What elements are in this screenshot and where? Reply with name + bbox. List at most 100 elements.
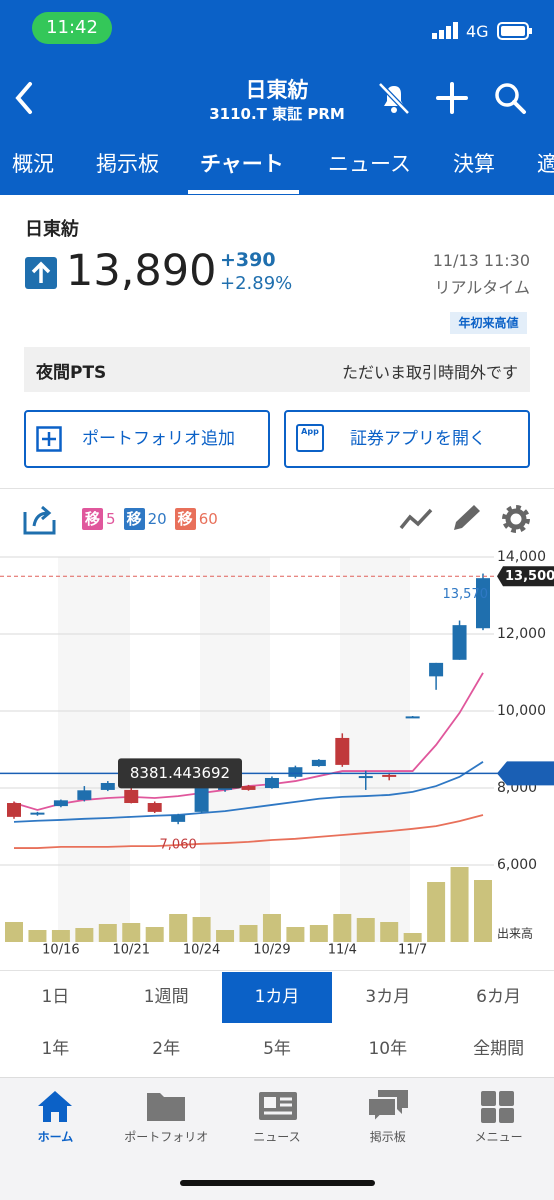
candle-body <box>124 789 139 804</box>
home-icon[interactable] <box>36 1088 74 1124</box>
x-tick-label: 11/7 <box>398 943 427 958</box>
legend-item: 移 20 <box>123 508 167 530</box>
nav-label[interactable]: ホーム <box>37 1130 74 1144</box>
reference-tag <box>497 566 554 587</box>
candle-body <box>288 767 303 777</box>
legend-tag: 移 <box>174 508 196 530</box>
folder-icon[interactable] <box>146 1090 186 1122</box>
up-arrow-icon <box>25 257 57 289</box>
volume-bar <box>145 927 164 942</box>
volume-bar <box>309 925 328 942</box>
legend-tag: 移 <box>123 508 145 530</box>
nav-label[interactable]: 掲示板 <box>369 1130 406 1144</box>
period[interactable]: 10年 <box>368 1039 408 1059</box>
legend: 移 5 移 20 移 60 <box>82 508 218 530</box>
legend-name: 20 <box>147 510 167 528</box>
add-icon[interactable] <box>434 80 470 116</box>
settings-icon[interactable] <box>500 503 532 535</box>
tab-active[interactable]: チャート <box>200 152 284 176</box>
moving-average-line <box>13 761 484 823</box>
search-icon[interactable] <box>492 80 528 116</box>
crosshair-label: 8381.443692 <box>130 764 230 782</box>
candle-body <box>171 814 186 822</box>
tab[interactable]: 適 <box>537 152 554 176</box>
period[interactable]: 全期間 <box>473 1039 525 1059</box>
reference-label: 13,500 <box>505 569 554 584</box>
pencil-icon[interactable] <box>450 502 484 534</box>
news-icon[interactable] <box>258 1090 298 1122</box>
app-button[interactable]: App 証券アプリを開く <box>284 410 530 468</box>
menu-icon[interactable] <box>480 1090 516 1124</box>
x-tick-label: 10/29 <box>253 943 290 958</box>
volume-bar <box>450 867 469 942</box>
volume-bar <box>75 928 94 942</box>
volume-bar <box>239 925 258 942</box>
volume-bar <box>403 933 422 942</box>
candle-body <box>147 803 162 812</box>
candle-body <box>358 776 373 779</box>
x-tick-label: 10/21 <box>113 943 150 958</box>
legend-name: 5 <box>106 510 116 528</box>
column-band <box>340 557 410 942</box>
period[interactable]: 2年 <box>152 1039 181 1059</box>
board-icon[interactable] <box>366 1088 410 1124</box>
volume-bar <box>216 930 235 942</box>
candle-body <box>429 662 444 677</box>
period[interactable]: 1週間 <box>143 987 189 1007</box>
crosshair-label-box <box>118 758 242 789</box>
legend-item: 移 60 <box>174 508 218 530</box>
home-indicator <box>180 1180 375 1186</box>
pts-label: 夜間PTS <box>36 363 107 383</box>
tab[interactable]: 決算 <box>453 152 495 176</box>
button-label: ポートフォリオ追加 <box>82 429 235 449</box>
volume-bar <box>262 914 281 942</box>
period[interactable]: 1日 <box>41 987 70 1007</box>
period[interactable]: 3カ月 <box>365 987 411 1007</box>
candle-body <box>405 716 420 719</box>
nav-label[interactable]: ニュース <box>253 1130 301 1144</box>
portfolio-button[interactable]: ポートフォリオ追加 <box>24 410 270 468</box>
quote-time: 11/13 11:30 <box>432 251 530 270</box>
legend-name: 60 <box>198 510 218 528</box>
app-icon: App <box>296 424 324 452</box>
y-tick-label: 14,000 <box>497 550 546 565</box>
x-tick-label: 10/16 <box>42 943 79 958</box>
tab[interactable]: ニュース <box>328 152 411 176</box>
tab[interactable]: 掲示板 <box>96 152 159 176</box>
volume-bar <box>286 927 305 942</box>
volume-bar <box>169 914 188 942</box>
column-band <box>200 557 270 942</box>
candle-body <box>241 786 256 790</box>
volume-bar <box>51 930 70 942</box>
volume-bar <box>122 923 141 942</box>
candle-body <box>194 788 209 812</box>
nav-label[interactable]: メニュー <box>474 1130 523 1144</box>
candle-body <box>100 782 115 790</box>
header-subtitle: 3110.T 東証 PRM <box>209 105 345 123</box>
volume-bar <box>5 922 23 942</box>
period[interactable]: 1年 <box>41 1039 70 1059</box>
candle-body <box>311 759 326 767</box>
moving-average-line <box>14 814 484 849</box>
line-tool-icon[interactable] <box>398 504 434 534</box>
high-label: 13,570 <box>443 587 489 602</box>
share-icon[interactable] <box>22 502 58 536</box>
period[interactable]: 5年 <box>263 1039 291 1059</box>
tab[interactable]: 概況 <box>12 152 54 176</box>
alert-off-icon[interactable] <box>376 80 412 116</box>
period[interactable]: 6カ月 <box>476 987 521 1007</box>
volume-label: 出来高 <box>497 927 533 941</box>
divider <box>0 970 554 971</box>
back-button[interactable] <box>10 80 40 116</box>
divider <box>0 488 554 489</box>
period-selected[interactable]: 1カ月 <box>221 972 333 1023</box>
button-label: 証券アプリを開く <box>350 429 486 449</box>
nav-label[interactable]: ポートフォリオ <box>124 1130 209 1144</box>
status-time: 11:42 <box>32 12 112 44</box>
volume-bar <box>28 930 47 942</box>
volume-bar <box>356 918 375 942</box>
network: 4G <box>466 22 489 41</box>
volume-bar <box>427 882 446 942</box>
